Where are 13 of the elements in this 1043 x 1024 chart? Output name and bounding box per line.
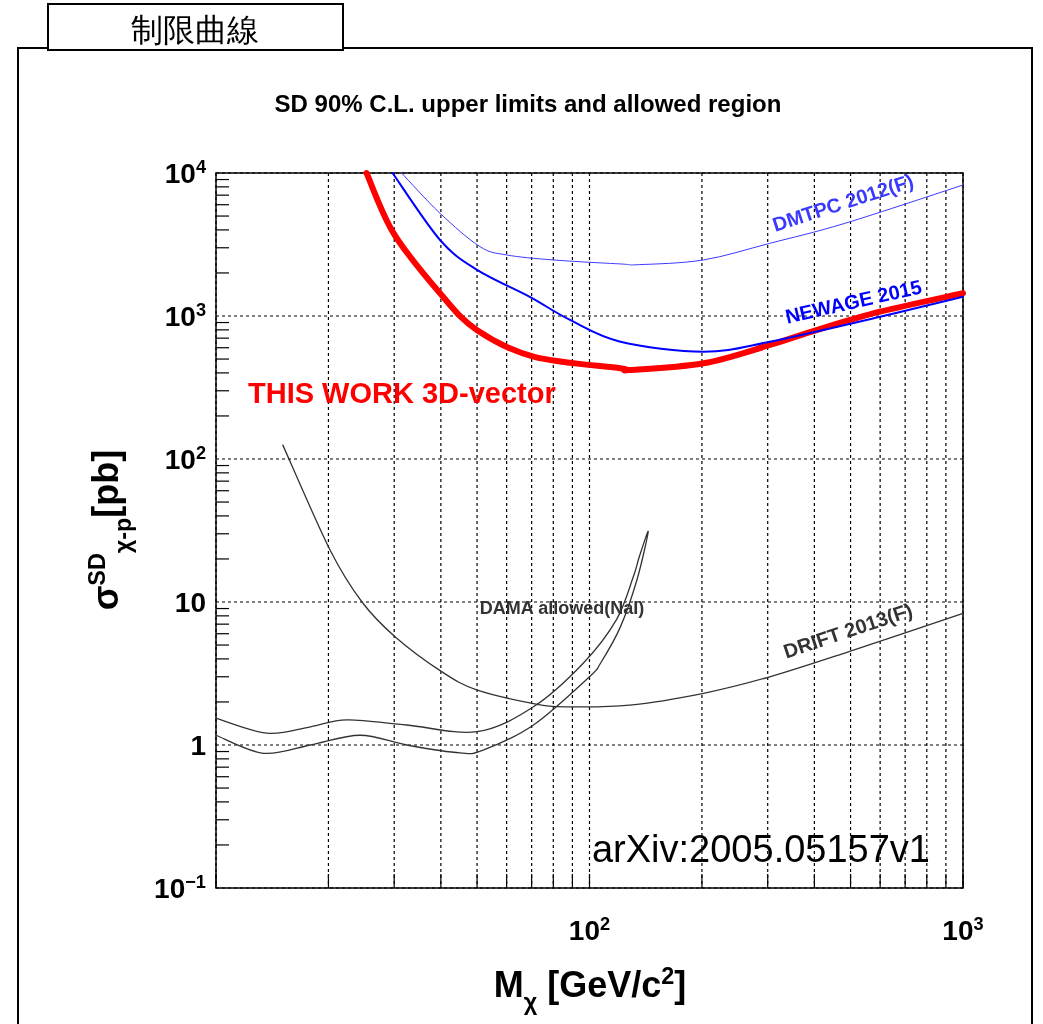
y-tick-label: 10$^{4}$	[164, 157, 207, 189]
chart-subtitle: SD 90% C.L. upper limits and allowed region	[274, 90, 782, 117]
y-tick-label: 10$^{−1}$	[154, 872, 206, 904]
x-axis-title: M$_{χ}$ [GeV/c$^{2}$]	[493, 963, 687, 1015]
series-label: THIS WORK 3D-vector	[248, 377, 556, 409]
y-tick-label: 1	[190, 730, 206, 761]
chart-title: 制限曲線	[131, 12, 259, 48]
y-tick-label: 10$^{3}$	[164, 300, 206, 332]
text: NEWAGE 2015	[783, 275, 924, 328]
text: DMTPC 2012(F)	[769, 169, 917, 236]
y-tick-label: 10	[174, 587, 206, 618]
annotation: arXiv:2005.05157v1	[591, 828, 930, 870]
y-tick-label: 10$^{2}$	[164, 443, 206, 475]
